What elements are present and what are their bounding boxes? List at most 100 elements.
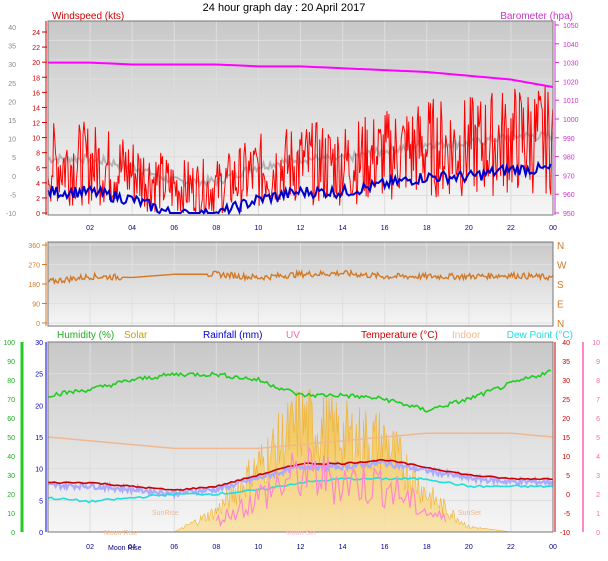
uv-tick: 10 xyxy=(592,340,600,347)
barometer-tick: 1050 xyxy=(563,23,579,30)
windspeed-axis-label: Windspeed (kts) xyxy=(52,11,124,22)
x-tick-label: 12 xyxy=(297,544,305,551)
windspeed-tick: 16 xyxy=(32,90,40,97)
windspeed-outer-tick: -10 xyxy=(6,211,16,218)
uv-tick: 4 xyxy=(596,454,600,461)
windspeed-outer-tick: 15 xyxy=(8,118,16,125)
panel3-ticks: 1009080706050403020100302520151050403530… xyxy=(3,340,600,551)
humidity-tick: 100 xyxy=(3,340,15,347)
temperature-tick: 25 xyxy=(562,397,570,404)
wind-direction-tick: 360 xyxy=(28,243,40,250)
barometer-tick: 990 xyxy=(563,136,575,143)
apparent-temperature-series-line xyxy=(47,458,555,501)
x-tick-label: 06 xyxy=(170,544,178,551)
uv-tick: 6 xyxy=(596,416,600,423)
indoor-series-line xyxy=(47,432,554,450)
temperature-tick: -5 xyxy=(564,511,570,518)
barometer-tick: 1010 xyxy=(563,98,579,105)
temperature-tick: -10 xyxy=(560,530,570,537)
sunrise-annotation: SunRise xyxy=(152,510,179,517)
temperature-tick: 30 xyxy=(562,378,570,385)
compass-tick: N xyxy=(557,241,564,252)
uv-tick: 8 xyxy=(596,378,600,385)
windspeed-tick: 0 xyxy=(36,211,40,218)
compass-tick: W xyxy=(557,261,567,272)
compass-tick: E xyxy=(557,300,564,311)
windspeed-outer-tick: 30 xyxy=(8,62,16,69)
panel1-ticks: 4035302520151050-5-102422201816141210864… xyxy=(6,21,579,218)
temperature-label: Temperature (°C) xyxy=(361,330,438,341)
windspeed-tick: 18 xyxy=(32,75,40,82)
x-tick-label: 10 xyxy=(255,544,263,551)
wind-direction-series-line xyxy=(47,268,554,286)
humidity-tick: 40 xyxy=(7,454,15,461)
windspeed-outer-tick: 20 xyxy=(8,99,16,106)
panel1-x-ticks: 02 04 06 08 10 12 14 16 18 20 22 00 xyxy=(86,225,557,232)
barometer-tick: 970 xyxy=(563,173,575,180)
x-tick-label: 14 xyxy=(339,544,347,551)
temperature-tick: 35 xyxy=(562,359,570,366)
compass-tick: S xyxy=(557,280,564,291)
rainfall-tick: 15 xyxy=(35,435,43,442)
indoor-label: Indoor xyxy=(452,330,481,341)
humidity-series-line xyxy=(47,369,552,413)
temperature-tick: 10 xyxy=(562,454,570,461)
windspeed-outer-tick: 0 xyxy=(12,174,16,181)
humidity-tick: 10 xyxy=(7,511,15,518)
humidity-tick: 20 xyxy=(7,492,15,499)
x-tick-label: 14 xyxy=(339,225,347,232)
x-tick-label: 04 xyxy=(128,544,136,551)
barometer-tick: 1000 xyxy=(563,117,579,124)
panel2-series xyxy=(47,268,554,286)
chart-title: 24 hour graph day : 20 April 2017 xyxy=(203,2,366,14)
rainfall-tick: 30 xyxy=(35,340,43,347)
solar-label: Solar xyxy=(124,330,148,341)
x-tick-label: 20 xyxy=(465,225,473,232)
barometer-series-line xyxy=(48,61,554,89)
windspeed-outer-tick: 5 xyxy=(12,155,16,162)
x-tick-label: 02 xyxy=(86,225,94,232)
panel1-series xyxy=(47,61,554,216)
humidity-tick: 60 xyxy=(7,416,15,423)
windspeed-tick: 20 xyxy=(32,60,40,67)
windspeed-tick: 10 xyxy=(32,136,40,143)
barometer-tick: 980 xyxy=(563,155,575,162)
uv-tick: 9 xyxy=(596,359,600,366)
barometer-tick: 1040 xyxy=(563,42,579,49)
rainfall-label: Rainfall (mm) xyxy=(203,330,262,341)
x-tick-label: 22 xyxy=(507,225,515,232)
x-tick-label: 04 xyxy=(128,225,136,232)
x-tick-label: 16 xyxy=(381,225,389,232)
panel3-series xyxy=(47,369,555,533)
temperature-tick: 40 xyxy=(562,340,570,347)
compass-tick: N xyxy=(557,319,564,330)
windspeed-tick: 22 xyxy=(32,45,40,52)
windspeed-tick: 8 xyxy=(36,151,40,158)
sunset-annotation: SunSet xyxy=(458,510,481,517)
x-tick-label: 08 xyxy=(212,225,220,232)
temperature-tick: 0 xyxy=(566,492,570,499)
windspeed-tick: 6 xyxy=(36,166,40,173)
dewpoint-series-line xyxy=(47,476,554,504)
humidity-tick: 50 xyxy=(7,435,15,442)
x-tick-label: 02 xyxy=(86,544,94,551)
x-tick-label: 16 xyxy=(381,544,389,551)
windspeed-tick: 4 xyxy=(36,181,40,188)
x-tick-label: 10 xyxy=(255,225,263,232)
uv-label: UV xyxy=(286,330,300,341)
rainfall-tick: 25 xyxy=(35,372,43,379)
temperature-tick: 20 xyxy=(562,416,570,423)
rainfall-tick: 20 xyxy=(35,403,43,410)
humidity-label: Humidity (%) xyxy=(57,330,114,341)
rainfall-tick: 0 xyxy=(39,530,43,537)
barometer-tick: 950 xyxy=(563,211,575,218)
uv-tick: 2 xyxy=(596,492,600,499)
humidity-tick: 0 xyxy=(11,530,15,537)
windspeed-tick: 24 xyxy=(32,30,40,37)
uv-tick: 0 xyxy=(596,530,600,537)
barometer-tick: 1020 xyxy=(563,79,579,86)
uv-tick: 1 xyxy=(596,511,600,518)
uv-tick: 5 xyxy=(596,435,600,442)
